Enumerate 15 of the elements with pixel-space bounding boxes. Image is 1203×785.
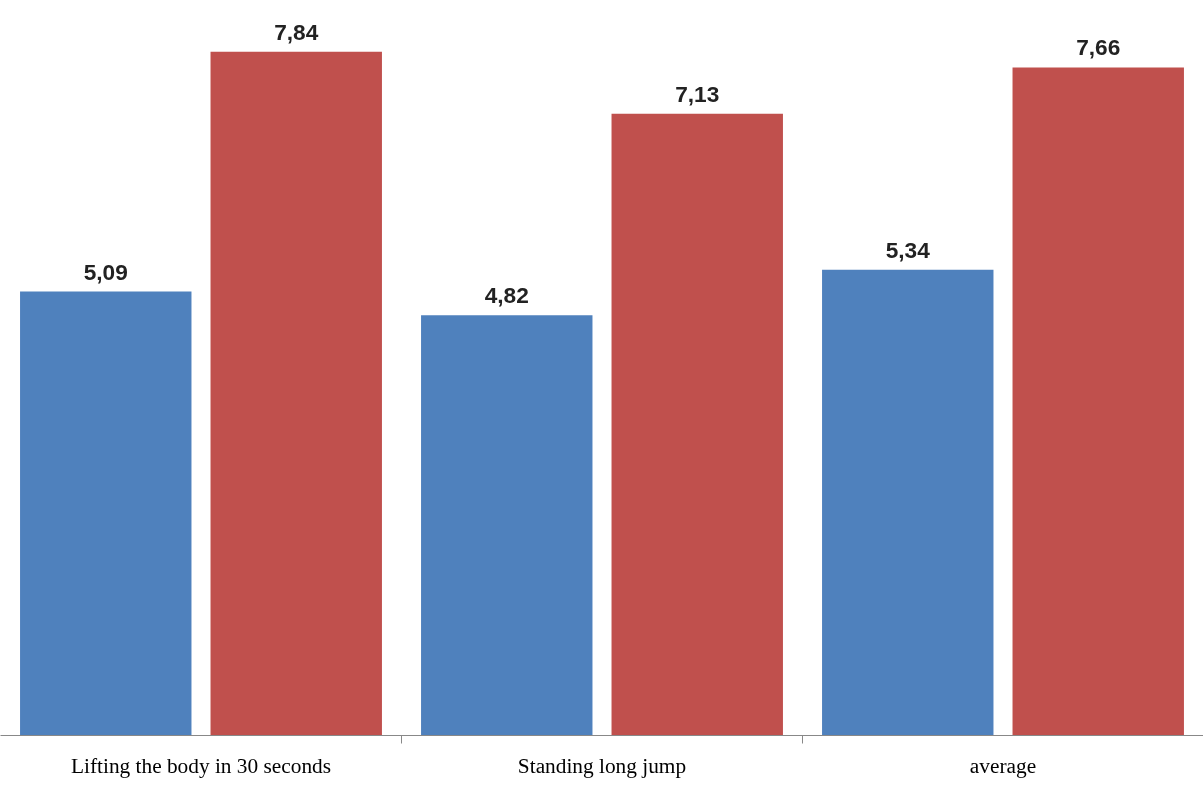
data-label: 7,13 (675, 80, 720, 107)
x-tick-label: Standing long jump (517, 753, 687, 778)
x-tick-label: average (969, 753, 1037, 778)
data-label: 5,09 (83, 258, 128, 285)
bar (611, 113, 783, 736)
bar (210, 51, 382, 736)
data-label: 7,66 (1076, 34, 1121, 61)
data-label: 7,84 (274, 18, 319, 45)
data-label: 5,34 (885, 236, 931, 263)
bar (822, 269, 994, 736)
data-label: 4,82 (484, 282, 529, 309)
bar (421, 315, 593, 736)
bar (20, 291, 192, 736)
x-tick-label: Lifting the body in 30 seconds (70, 753, 332, 778)
bar (1012, 67, 1184, 736)
